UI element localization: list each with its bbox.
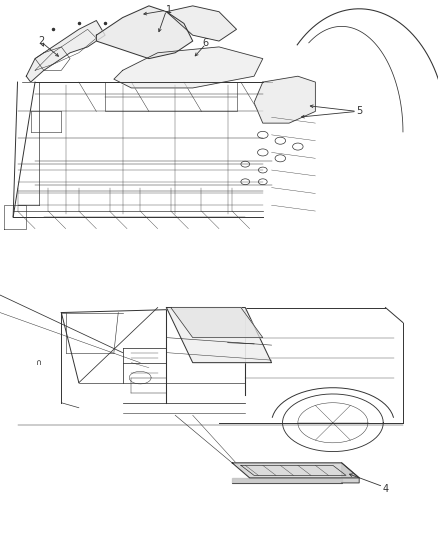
Text: 6: 6 <box>203 37 209 47</box>
Polygon shape <box>254 76 315 123</box>
Polygon shape <box>232 478 342 483</box>
Polygon shape <box>26 20 105 82</box>
Polygon shape <box>232 463 359 478</box>
Polygon shape <box>114 47 263 88</box>
Text: 4: 4 <box>382 484 389 494</box>
Text: 2: 2 <box>39 36 45 46</box>
Text: ∩: ∩ <box>36 358 42 367</box>
Polygon shape <box>96 6 193 59</box>
Polygon shape <box>342 463 359 483</box>
Polygon shape <box>171 308 263 337</box>
Text: 5: 5 <box>356 107 362 116</box>
Text: 1: 1 <box>166 5 172 15</box>
Polygon shape <box>166 6 237 41</box>
Polygon shape <box>166 308 272 362</box>
